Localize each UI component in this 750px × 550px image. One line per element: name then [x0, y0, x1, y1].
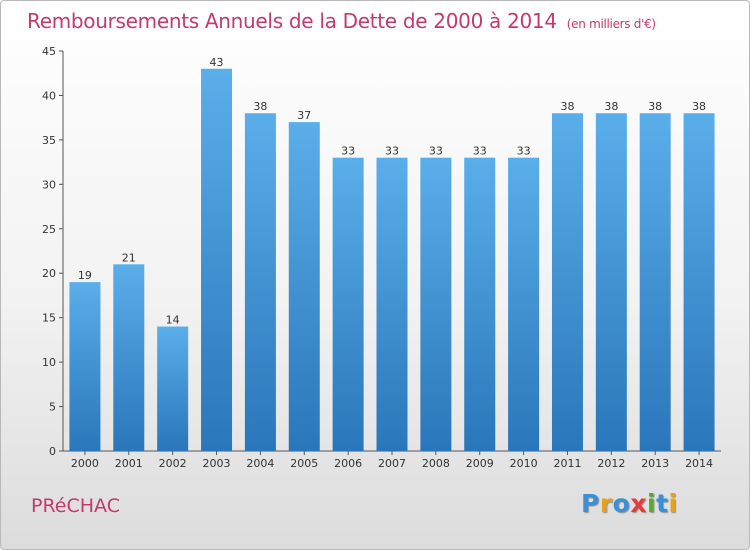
x-tick-label: 2006: [334, 457, 362, 470]
bar: [157, 326, 189, 451]
data-label: 19: [78, 269, 92, 282]
bar: [69, 282, 101, 451]
x-tick-label: 2000: [71, 457, 99, 470]
data-label: 33: [429, 145, 443, 158]
x-tick-label: 2010: [510, 457, 538, 470]
y-tick-label: 10: [42, 356, 56, 369]
bar: [244, 113, 276, 451]
y-tick-label: 30: [42, 178, 56, 191]
y-tick-label: 25: [42, 223, 56, 236]
bars: [69, 68, 715, 452]
x-tick-label: 2003: [203, 457, 231, 470]
y-tick-label: 20: [42, 267, 56, 280]
y-tick-label: 15: [42, 312, 56, 325]
x-tick-label: 2014: [685, 457, 713, 470]
bar: [113, 264, 145, 451]
x-tick-label: 2008: [422, 457, 450, 470]
x-tick-label: 2001: [115, 457, 143, 470]
data-label: 38: [692, 100, 706, 113]
data-label: 38: [604, 100, 618, 113]
bar: [332, 157, 364, 451]
data-label: 38: [648, 100, 662, 113]
x-tick-label: 2009: [466, 457, 494, 470]
data-label: 33: [385, 145, 399, 158]
x-tick-label: 2011: [553, 457, 581, 470]
logo-letter: o: [612, 489, 631, 518]
data-label: 21: [122, 251, 136, 264]
logo-letter: i: [668, 489, 678, 518]
data-label: 38: [560, 100, 574, 113]
bar: [508, 157, 540, 451]
logo-letter: P: [581, 489, 600, 518]
data-label: 33: [341, 145, 355, 158]
data-label: 33: [473, 145, 487, 158]
bar: [420, 157, 452, 451]
logo-letter: r: [599, 489, 613, 518]
x-tick-label: 2007: [378, 457, 406, 470]
x-tick-label: 2012: [597, 457, 625, 470]
bar: [376, 157, 408, 451]
data-labels: 19 21 14 43 38 37 33 33 33 33 33 38 38 38 38: [78, 56, 706, 327]
proxiti-logo[interactable]: Proxiti: [581, 489, 678, 518]
y-tick-label: 5: [49, 401, 56, 414]
x-tick-label: 2005: [290, 457, 318, 470]
y-tick-label: 45: [42, 45, 56, 58]
logo-letter: i: [647, 489, 657, 518]
axes: 0 5 10 15 20 25 30 35 40 45 2000 2001 2002 2003 2004 20…: [42, 45, 721, 470]
bar: [639, 113, 671, 451]
logo-letter: x: [630, 489, 647, 518]
x-tick-label: 2013: [641, 457, 669, 470]
y-tick-label: 40: [42, 89, 56, 102]
data-label: 33: [517, 145, 531, 158]
data-label: 14: [166, 314, 180, 327]
x-tick-label: 2004: [246, 457, 274, 470]
bar: [201, 68, 233, 452]
y-tick-label: 0: [49, 445, 56, 458]
bar: [551, 113, 583, 451]
data-label: 37: [297, 109, 311, 122]
logo-letter: t: [656, 489, 669, 518]
bar: [464, 157, 496, 451]
y-tick-label: 35: [42, 134, 56, 147]
commune-name: PRéCHAC: [31, 495, 120, 517]
bar: [683, 113, 715, 451]
data-label: 43: [210, 56, 224, 69]
bar: [288, 122, 320, 451]
bar: [595, 113, 627, 451]
data-label: 38: [253, 100, 267, 113]
x-tick-label: 2002: [159, 457, 187, 470]
chart-subtitle: (en milliers d'€): [566, 17, 656, 31]
chart-title: Remboursements Annuels de la Dette de 20…: [27, 9, 656, 33]
